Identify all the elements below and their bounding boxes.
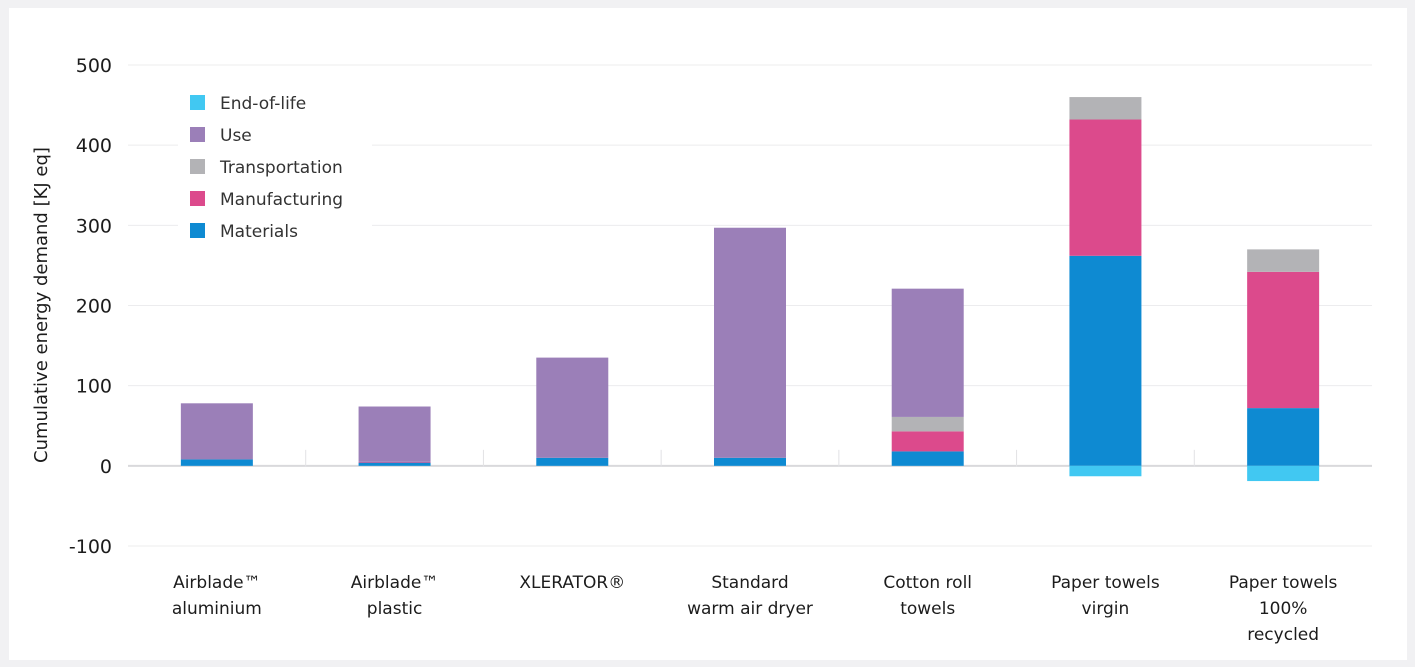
bar-segment-use bbox=[714, 227, 786, 458]
y-tick-label: 0 bbox=[100, 456, 112, 478]
bar-segment-materials bbox=[358, 462, 431, 466]
y-tick-label: 300 bbox=[76, 215, 112, 237]
legend-swatch bbox=[190, 95, 205, 110]
legend-label: Manufacturing bbox=[220, 190, 343, 210]
legend-swatch bbox=[190, 127, 205, 142]
category-labels: Airblade™ aluminium Airblade™ plastic XLERAT… bbox=[172, 573, 1338, 645]
category-label: Standard warm air dryer bbox=[687, 573, 813, 619]
bar-segment-end-of-life bbox=[1247, 465, 1320, 482]
bar-segment-manufacturing bbox=[1247, 271, 1320, 409]
legend-label: Materials bbox=[220, 222, 298, 242]
legend-swatch bbox=[190, 191, 205, 206]
bar-segment-manufacturing bbox=[358, 461, 431, 463]
bar-segment-use bbox=[358, 406, 431, 462]
legend-swatch bbox=[190, 223, 205, 238]
bar-segment-transportation bbox=[891, 416, 964, 432]
category-label: XLERATOR® bbox=[519, 573, 625, 593]
legend-box bbox=[178, 80, 372, 260]
category-label: Paper towels virgin bbox=[1051, 573, 1160, 619]
bar-segment-materials bbox=[536, 457, 609, 466]
bar-segment-transportation bbox=[1069, 97, 1142, 120]
y-tick-label: 200 bbox=[76, 296, 112, 318]
bar-segment-manufacturing bbox=[891, 431, 964, 452]
y-tick-label: 400 bbox=[76, 135, 112, 157]
legend-label: End-of-life bbox=[220, 94, 306, 114]
bar-segment-transportation bbox=[1247, 249, 1320, 272]
bar-segment-end-of-life bbox=[1069, 465, 1142, 477]
category-label: Airblade™ plastic bbox=[351, 573, 439, 619]
category-label: Paper towels 100% recycled bbox=[1229, 573, 1338, 645]
bar-segment-manufacturing bbox=[1069, 119, 1142, 256]
legend-swatch bbox=[190, 159, 205, 174]
bar-segment-materials bbox=[714, 457, 786, 466]
legend-label: Transportation bbox=[219, 158, 343, 178]
bar-segment-use bbox=[180, 403, 253, 460]
y-tick-label: 500 bbox=[76, 55, 112, 77]
bar-segment-materials bbox=[1069, 255, 1142, 466]
bar-segment-use bbox=[536, 357, 609, 458]
y-axis-title: Cumulative energy demand [KJ eq] bbox=[31, 147, 52, 463]
y-tick-label: 100 bbox=[76, 376, 112, 398]
y-tick-labels: -100 0 100 200 300 400 500 bbox=[69, 55, 112, 558]
bars bbox=[180, 97, 1320, 482]
category-label: Cotton roll towels bbox=[883, 573, 972, 619]
y-tick-label: -100 bbox=[69, 536, 112, 558]
category-label: Airblade™ aluminium bbox=[172, 573, 262, 619]
bar-segment-materials bbox=[891, 451, 964, 466]
bar-segment-materials bbox=[1247, 408, 1320, 466]
bar-segment-use bbox=[891, 288, 964, 417]
bar-segment-materials bbox=[180, 459, 253, 466]
legend: End-of-life Use Transportation Manufacturin… bbox=[178, 80, 372, 260]
legend-label: Use bbox=[220, 126, 252, 146]
